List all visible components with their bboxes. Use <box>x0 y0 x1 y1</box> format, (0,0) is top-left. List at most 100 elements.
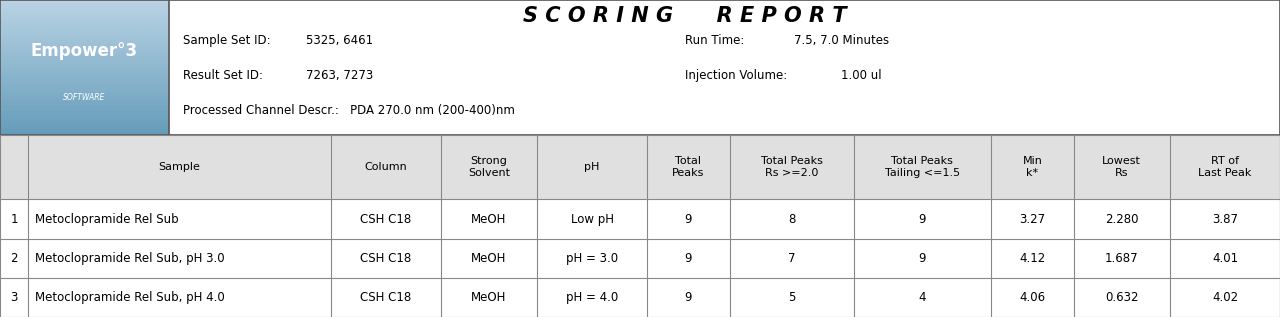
Bar <box>0 132 169 135</box>
Text: 1: 1 <box>10 212 18 225</box>
Text: 5: 5 <box>788 291 795 304</box>
Bar <box>0 43 169 46</box>
Text: CSH C18: CSH C18 <box>360 291 411 304</box>
Bar <box>0 46 169 49</box>
Bar <box>0 73 169 75</box>
Text: Column: Column <box>365 162 407 172</box>
Bar <box>0 116 169 119</box>
Text: Total Peaks
Tailing <=1.5: Total Peaks Tailing <=1.5 <box>884 156 960 178</box>
Bar <box>0 11 169 13</box>
Text: 7: 7 <box>788 252 795 265</box>
Text: pH = 4.0: pH = 4.0 <box>566 291 618 304</box>
Bar <box>0 27 169 30</box>
Text: Run Time:: Run Time: <box>685 34 744 47</box>
Bar <box>0 68 169 70</box>
Bar <box>0 19 169 22</box>
Bar <box>0 97 169 100</box>
Bar <box>0 129 169 132</box>
Bar <box>0 30 169 32</box>
Text: Lowest
Rs: Lowest Rs <box>1102 156 1142 178</box>
Text: 1.00 ul: 1.00 ul <box>841 69 882 82</box>
Bar <box>0 65 169 68</box>
Text: Metoclopramide Rel Sub: Metoclopramide Rel Sub <box>35 212 178 225</box>
Text: 7263, 7273: 7263, 7273 <box>306 69 374 82</box>
Bar <box>0 94 169 97</box>
Bar <box>0 54 169 57</box>
Bar <box>0 35 169 38</box>
Bar <box>0 41 169 43</box>
Bar <box>0 49 169 51</box>
Text: SOFTWARE: SOFTWARE <box>63 93 106 101</box>
Text: 9: 9 <box>919 252 927 265</box>
Bar <box>0 86 169 89</box>
Bar <box>0 92 169 94</box>
Text: 9: 9 <box>685 252 692 265</box>
Bar <box>0 5 169 8</box>
Bar <box>0 75 169 78</box>
Text: 4: 4 <box>919 291 927 304</box>
Text: CSH C18: CSH C18 <box>360 252 411 265</box>
Text: 7.5, 7.0 Minutes: 7.5, 7.0 Minutes <box>794 34 888 47</box>
Bar <box>0 8 169 11</box>
Text: MeOH: MeOH <box>471 212 507 225</box>
Text: 4.01: 4.01 <box>1212 252 1238 265</box>
Text: CSH C18: CSH C18 <box>360 212 411 225</box>
Text: 4.06: 4.06 <box>1019 291 1046 304</box>
Bar <box>0 62 169 65</box>
Bar <box>0 127 169 129</box>
Bar <box>0 0 169 3</box>
Bar <box>0 121 169 124</box>
Text: Min
k*: Min k* <box>1023 156 1042 178</box>
Bar <box>0 0 1280 135</box>
Text: Sample: Sample <box>159 162 201 172</box>
Text: 2: 2 <box>10 252 18 265</box>
Bar <box>0 0 169 135</box>
Text: Low pH: Low pH <box>571 212 613 225</box>
Bar <box>0 38 169 41</box>
Text: pH = 3.0: pH = 3.0 <box>566 252 618 265</box>
Text: Result Set ID:: Result Set ID: <box>183 69 264 82</box>
Bar <box>0 105 169 108</box>
Text: 8: 8 <box>788 212 795 225</box>
Bar <box>0 81 169 84</box>
Text: 3.87: 3.87 <box>1212 212 1238 225</box>
Bar <box>0 111 169 113</box>
Text: MeOH: MeOH <box>471 252 507 265</box>
Text: Sample Set ID:: Sample Set ID: <box>183 34 270 47</box>
Text: RT of
Last Peak: RT of Last Peak <box>1198 156 1252 178</box>
Text: pH: pH <box>585 162 600 172</box>
Bar <box>0 78 169 81</box>
Bar <box>0 51 169 54</box>
Text: Total
Peaks: Total Peaks <box>672 156 705 178</box>
Text: Metoclopramide Rel Sub, pH 4.0: Metoclopramide Rel Sub, pH 4.0 <box>35 291 224 304</box>
Text: Metoclopramide Rel Sub, pH 3.0: Metoclopramide Rel Sub, pH 3.0 <box>35 252 224 265</box>
Bar <box>0 24 169 27</box>
Text: S C O R I N G      R E P O R T: S C O R I N G R E P O R T <box>524 6 846 26</box>
Text: 5325, 6461: 5325, 6461 <box>306 34 372 47</box>
Text: 4.12: 4.12 <box>1019 252 1046 265</box>
Text: 3.27: 3.27 <box>1019 212 1046 225</box>
Bar <box>0 124 169 127</box>
Bar <box>0 100 169 102</box>
Text: Processed Channel Descr.:   PDA 270.0 nm (200-400)nm: Processed Channel Descr.: PDA 270.0 nm (… <box>183 104 515 117</box>
Bar <box>0 113 169 116</box>
Text: 0.632: 0.632 <box>1105 291 1138 304</box>
Text: 4.02: 4.02 <box>1212 291 1238 304</box>
Bar <box>0 84 169 86</box>
Bar <box>0 32 169 35</box>
Bar <box>0 70 169 73</box>
Text: 9: 9 <box>919 212 927 225</box>
Text: Empower°3: Empower°3 <box>31 42 138 60</box>
Bar <box>0 108 169 111</box>
Text: Injection Volume:: Injection Volume: <box>685 69 787 82</box>
Bar <box>0 89 169 92</box>
Text: 9: 9 <box>685 291 692 304</box>
Text: 9: 9 <box>685 212 692 225</box>
Bar <box>0 56 169 59</box>
Text: 2.280: 2.280 <box>1105 212 1138 225</box>
Bar <box>0 135 1280 199</box>
Bar <box>0 13 169 16</box>
Text: Strong
Solvent: Strong Solvent <box>468 156 509 178</box>
Bar <box>0 3 169 5</box>
Text: Total Peaks
Rs >=2.0: Total Peaks Rs >=2.0 <box>760 156 823 178</box>
